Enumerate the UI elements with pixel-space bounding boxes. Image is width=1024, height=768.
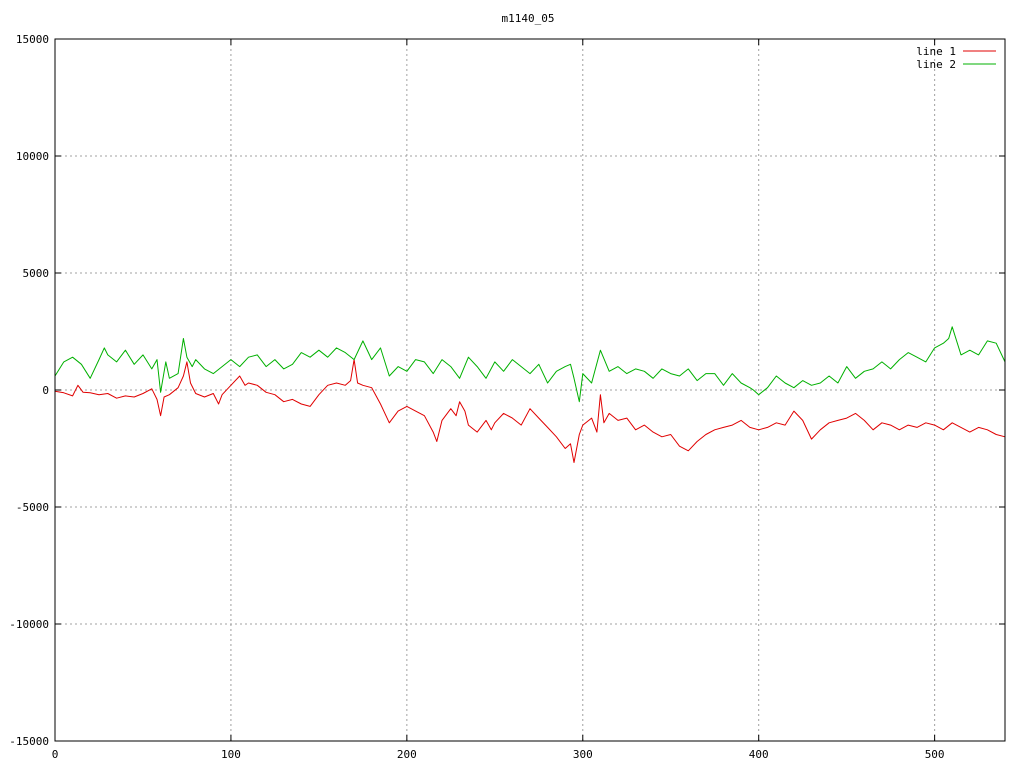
legend-label: line 2 — [916, 58, 956, 71]
legend-label: line 1 — [916, 45, 956, 58]
series-layer — [54, 326, 1006, 463]
x-tick-label: 500 — [925, 748, 945, 761]
x-tick-label: 300 — [573, 748, 593, 761]
y-tick-label: 10000 — [16, 150, 49, 163]
x-tick-label: 400 — [749, 748, 769, 761]
y-tick-label: -5000 — [16, 501, 49, 514]
grid — [55, 39, 1005, 741]
chart-title: m1140_05 — [502, 12, 555, 25]
series-line-1 — [54, 359, 1006, 463]
y-tick-label: -15000 — [9, 735, 49, 748]
x-tick-label: 0 — [52, 748, 59, 761]
y-tick-label: 0 — [42, 384, 49, 397]
x-tick-label: 200 — [397, 748, 417, 761]
axis-ticks: -15000 -10000 -5000 0 5000 10000 15000 0 100 200 3… — [9, 33, 1005, 761]
x-tick-label: 100 — [221, 748, 241, 761]
y-tick-label: 5000 — [23, 267, 50, 280]
series-line-2 — [54, 326, 1006, 403]
y-tick-label: -10000 — [9, 618, 49, 631]
y-tick-label: 15000 — [16, 33, 49, 46]
